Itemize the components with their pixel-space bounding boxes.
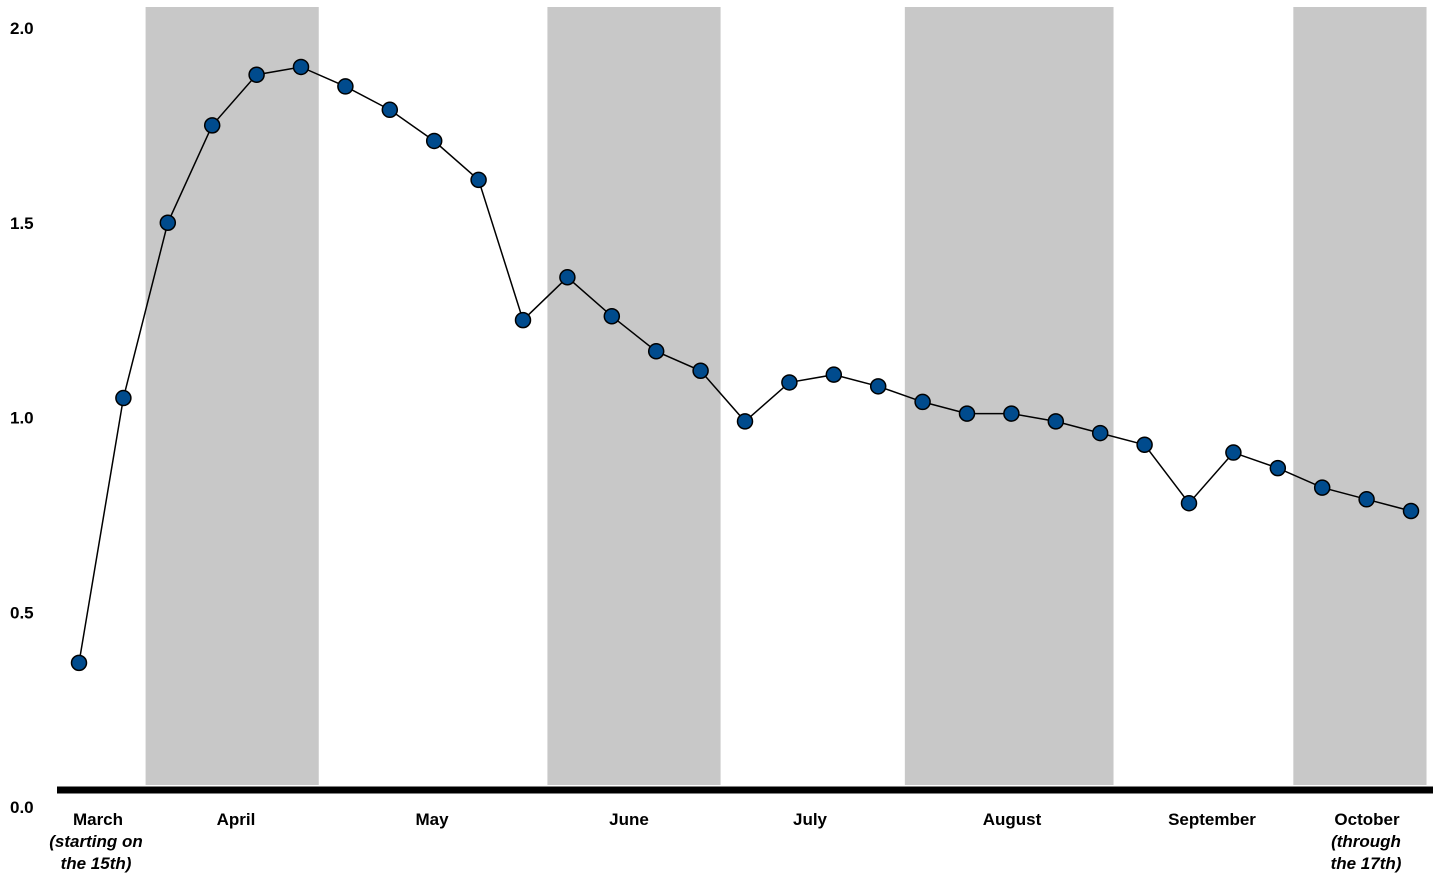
data-point — [1136, 436, 1153, 454]
month-label-august: August — [983, 810, 1042, 829]
data-point — [958, 405, 976, 422]
data-point — [1269, 459, 1287, 477]
data-points — [70, 58, 1420, 672]
data-point — [603, 307, 621, 325]
month-band-june — [547, 7, 721, 785]
month-bands — [145, 7, 1427, 785]
data-point — [1180, 494, 1198, 512]
data-point — [292, 58, 310, 76]
month-note-march: the 15th) — [61, 854, 132, 873]
month-band-october — [1293, 7, 1427, 785]
data-point — [736, 413, 754, 430]
data-point — [825, 366, 843, 383]
month-label-may: May — [415, 810, 449, 829]
y-tick-label: 2.0 — [10, 19, 34, 38]
data-point — [159, 214, 177, 231]
y-tick-label: 0.5 — [10, 603, 34, 622]
data-point — [1225, 444, 1242, 461]
data-point — [914, 393, 931, 411]
y-tick-label: 1.5 — [10, 214, 34, 233]
data-point — [470, 171, 487, 189]
data-point — [248, 66, 265, 83]
data-point — [203, 117, 221, 134]
data-point — [1091, 424, 1109, 442]
month-band-april — [145, 7, 319, 785]
data-point — [869, 378, 887, 395]
month-note-october: (through — [1331, 832, 1401, 851]
data-point — [1047, 413, 1065, 430]
month-label-march: March — [73, 810, 123, 829]
data-point — [559, 269, 576, 286]
x-axis: March (starting on the 15th) April May June Ju… — [49, 810, 1402, 873]
month-note-march: (starting on — [49, 832, 143, 851]
month-label-october: October — [1334, 810, 1400, 829]
data-point — [514, 311, 532, 329]
data-point — [692, 362, 709, 380]
y-axis: 0.0 0.5 1.0 1.5 2.0 — [10, 19, 34, 817]
data-point — [425, 132, 443, 150]
data-point — [115, 389, 132, 407]
month-label-june: June — [609, 810, 649, 829]
y-tick-label: 1.0 — [10, 409, 34, 428]
data-point — [381, 101, 399, 119]
data-point — [1402, 502, 1420, 520]
month-band-august — [904, 7, 1114, 785]
y-tick-label: 0.0 — [10, 798, 34, 817]
data-point — [70, 654, 88, 672]
data-point — [647, 343, 665, 360]
data-point — [1003, 405, 1020, 422]
month-label-september: September — [1168, 810, 1256, 829]
month-note-october: the 17th) — [1331, 854, 1402, 873]
data-point — [781, 374, 798, 391]
data-point — [337, 78, 354, 95]
month-label-july: July — [793, 810, 828, 829]
month-label-april: April — [217, 810, 256, 829]
data-point — [1358, 491, 1375, 508]
data-point — [1313, 479, 1331, 496]
